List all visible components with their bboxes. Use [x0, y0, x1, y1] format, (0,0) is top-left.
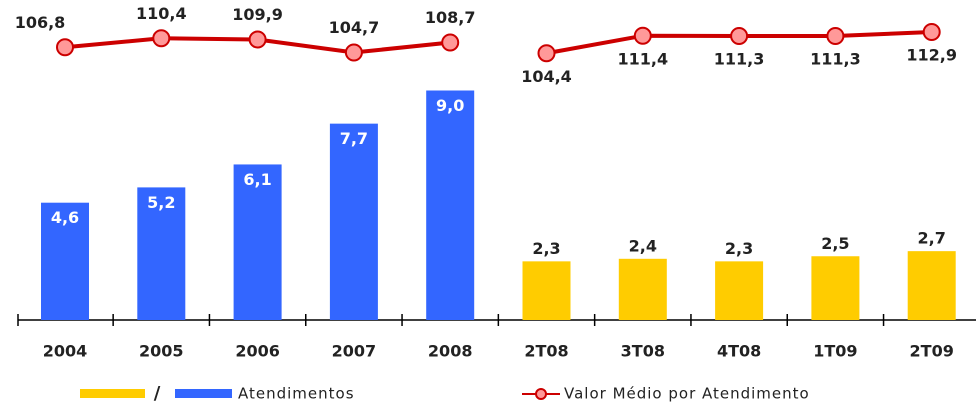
data-label: 108,7 — [425, 8, 476, 27]
data-label: 2,4 — [629, 236, 657, 255]
bar — [426, 90, 475, 320]
x-tick-label: 2005 — [139, 342, 184, 361]
bar — [41, 202, 89, 320]
data-label: 111,4 — [617, 49, 668, 68]
x-tick-label: 2004 — [43, 342, 88, 361]
data-label: 2,3 — [532, 239, 560, 258]
data-label: 109,9 — [232, 5, 283, 24]
data-label: 6,1 — [243, 170, 271, 189]
data-label: 111,3 — [810, 50, 861, 69]
x-tick-label: 1T09 — [813, 342, 857, 361]
line-marker — [922, 23, 941, 41]
legend-separator: / — [154, 383, 161, 402]
line-marker — [344, 43, 363, 62]
bar — [618, 258, 667, 320]
legend-marker — [535, 388, 547, 400]
bar — [233, 164, 282, 320]
bar — [811, 256, 860, 320]
line-marker — [730, 27, 749, 45]
line-marker — [248, 30, 267, 49]
x-tick-label: 2006 — [235, 342, 280, 361]
data-label: 111,3 — [714, 50, 765, 69]
line-marker — [537, 44, 556, 63]
legend-label: Valor Médio por Atendimento — [564, 385, 810, 402]
data-label: 110,4 — [136, 4, 187, 23]
legend-swatch — [175, 389, 232, 398]
x-tick-label: 2T08 — [524, 342, 568, 361]
x-tick-label: 2007 — [332, 342, 377, 361]
bar — [137, 187, 186, 320]
line-marker — [441, 33, 460, 52]
legend-swatch — [80, 389, 145, 398]
data-label: 112,9 — [906, 46, 957, 65]
data-label: 4,6 — [51, 208, 79, 227]
line-marker — [633, 26, 652, 45]
x-tick-label: 2008 — [428, 342, 473, 361]
data-label: 2,7 — [918, 229, 946, 248]
data-label: 106,8 — [15, 13, 66, 32]
x-tick-label: 3T08 — [621, 342, 665, 361]
bar — [329, 123, 378, 321]
bar — [522, 261, 571, 320]
bar — [715, 261, 764, 320]
data-label: 2,5 — [821, 234, 849, 253]
data-label: 2,3 — [725, 239, 753, 258]
x-tick-label: 4T08 — [717, 342, 761, 361]
x-tick-label: 2T09 — [910, 342, 954, 361]
legend-label: Atendimentos — [238, 385, 355, 402]
data-label: 9,0 — [436, 96, 464, 115]
line-marker — [826, 27, 845, 45]
data-label: 104,4 — [521, 67, 572, 86]
data-label: 5,2 — [147, 193, 175, 212]
data-label: 7,7 — [340, 129, 368, 148]
data-label: 104,7 — [329, 18, 380, 37]
bar — [907, 251, 956, 320]
line-marker — [56, 38, 74, 57]
line-marker — [152, 29, 171, 48]
